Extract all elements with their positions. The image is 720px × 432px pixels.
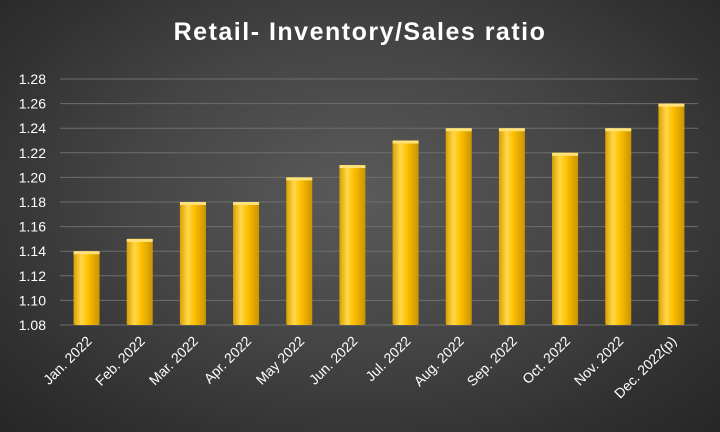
bar-top-highlight: [605, 128, 632, 132]
bars: [73, 103, 685, 325]
bar-top-highlight: [73, 251, 100, 255]
bar-top-highlight: [445, 128, 472, 132]
x-tick-label: Sep. 2022: [464, 333, 521, 390]
x-tick-label: Apr. 2022: [201, 333, 255, 387]
bar: [392, 140, 419, 325]
y-tick-label: 1.16: [19, 219, 46, 235]
x-tick-label: Nov. 2022: [571, 333, 627, 389]
gridlines: [60, 78, 698, 326]
x-tick-label: Mar. 2022: [146, 333, 201, 388]
bar: [339, 165, 366, 325]
y-axis-tick-labels: 1.08 1.10 1.12 1.14 1.16 1.18 1.20 1.22 1.24 1.26…: [19, 71, 46, 333]
y-tick-label: 1.14: [19, 243, 46, 259]
chart-title: Retail- Inventory/Sales ratio: [173, 18, 547, 46]
x-tick-label: Feb. 2022: [92, 333, 148, 389]
bar-top-highlight: [286, 177, 313, 181]
x-tick-label: Oct. 2022: [519, 333, 573, 387]
y-tick-label: 1.08: [19, 317, 46, 333]
y-tick-label: 1.28: [19, 71, 46, 87]
bar-top-highlight: [658, 103, 685, 107]
x-tick-label: Jul. 2022: [362, 333, 414, 385]
bar: [658, 103, 685, 325]
bar-top-highlight: [498, 128, 525, 132]
x-tick-label: Aug. 2022: [410, 333, 467, 390]
y-tick-label: 1.12: [19, 268, 46, 284]
y-tick-label: 1.22: [19, 145, 46, 161]
bar: [73, 251, 100, 325]
bar-top-highlight: [126, 238, 153, 242]
y-tick-label: 1.20: [19, 169, 46, 185]
y-tick-label: 1.26: [19, 96, 46, 112]
bar: [126, 238, 153, 325]
bar-top-highlight: [339, 165, 366, 169]
bar: [552, 152, 579, 325]
bar: [233, 202, 260, 325]
bar: [605, 128, 632, 325]
x-tick-label: Jan. 2022: [40, 333, 95, 388]
bar-top-highlight: [552, 152, 579, 156]
bar: [498, 128, 525, 325]
bar: [179, 202, 206, 325]
bar: [445, 128, 472, 325]
bar-top-highlight: [392, 140, 419, 144]
bar-top-highlight: [179, 202, 206, 205]
y-tick-label: 1.10: [19, 292, 46, 308]
y-tick-label: 1.24: [19, 120, 46, 136]
bar-top-highlight: [233, 202, 260, 205]
x-tick-label: May 2022: [253, 333, 308, 388]
bar: [286, 177, 313, 325]
y-tick-label: 1.18: [19, 194, 46, 210]
x-tick-label: Jun. 2022: [306, 333, 361, 388]
